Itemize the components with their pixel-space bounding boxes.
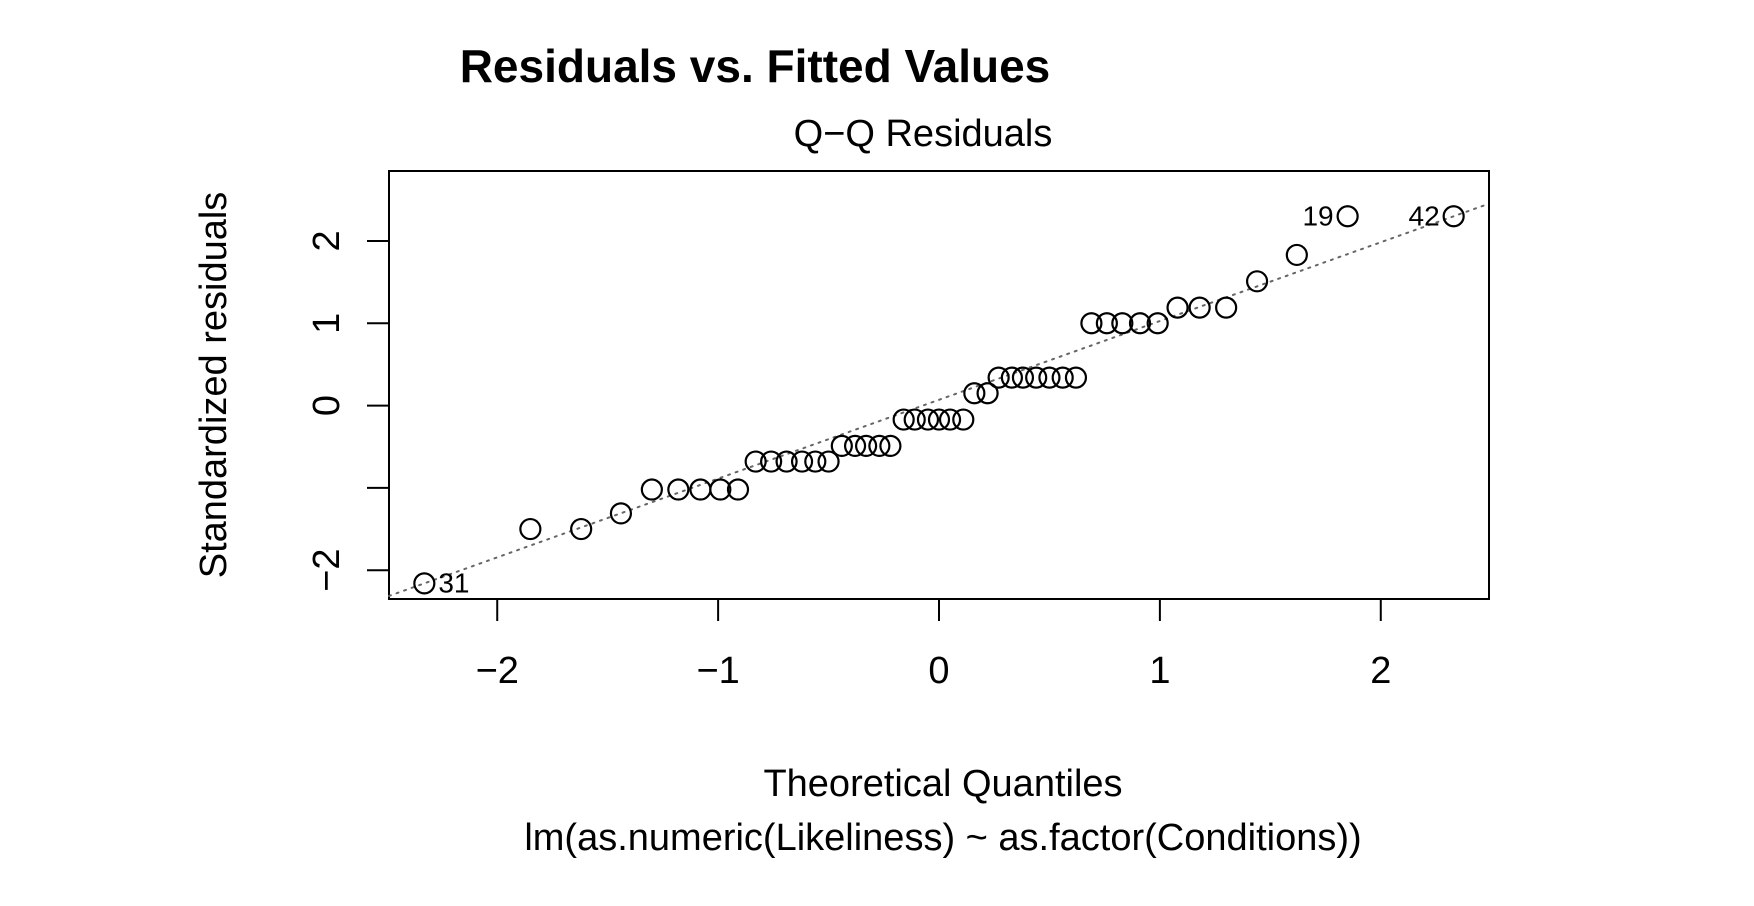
x-tick-label: 2 bbox=[1370, 650, 1391, 692]
model-caption: lm(as.numeric(Likeliness) ~ as.factor(Co… bbox=[524, 817, 1361, 859]
data-point bbox=[640, 478, 663, 501]
plot-frame bbox=[388, 170, 1490, 600]
data-point bbox=[1038, 366, 1061, 389]
data-point bbox=[843, 434, 867, 458]
y-axis: −2 0 1 2 bbox=[306, 230, 390, 592]
data-point bbox=[1095, 312, 1118, 335]
data-point bbox=[987, 366, 1010, 389]
data-point bbox=[1146, 312, 1169, 335]
data-point bbox=[1111, 312, 1134, 335]
x-tick-label: 1 bbox=[1149, 650, 1170, 692]
data-point bbox=[938, 408, 962, 431]
data-point bbox=[760, 450, 783, 473]
y-tick-label: 1 bbox=[306, 313, 348, 334]
point-label: 19 bbox=[1302, 200, 1333, 231]
point-label: 31 bbox=[438, 567, 469, 598]
data-point bbox=[413, 572, 436, 595]
data-point bbox=[1064, 366, 1088, 389]
data-point bbox=[1188, 296, 1211, 319]
data-point bbox=[976, 382, 999, 405]
data-point bbox=[1442, 205, 1465, 228]
data-point bbox=[879, 434, 902, 458]
data-point bbox=[952, 408, 975, 431]
data-point bbox=[744, 450, 767, 473]
reference-line-group bbox=[388, 202, 1490, 597]
data-points bbox=[413, 205, 1465, 595]
data-point bbox=[963, 382, 986, 405]
data-point bbox=[709, 478, 732, 501]
data-point bbox=[1336, 205, 1359, 228]
qq-reference-line bbox=[388, 202, 1490, 597]
y-tick-label: 0 bbox=[306, 395, 348, 416]
data-point bbox=[1011, 366, 1035, 389]
chart-subtitle: Q−Q Residuals bbox=[794, 113, 1053, 155]
y-tick-label: 2 bbox=[306, 230, 348, 251]
x-axis-label: Theoretical Quantiles bbox=[763, 763, 1122, 805]
data-point bbox=[667, 478, 690, 501]
x-tick-label: 0 bbox=[928, 650, 949, 692]
data-point bbox=[790, 450, 814, 473]
data-point bbox=[830, 434, 853, 458]
data-point bbox=[1285, 243, 1308, 267]
data-point bbox=[1245, 270, 1269, 293]
chart-title: Residuals vs. Fitted Values bbox=[460, 40, 1051, 92]
x-tick-label: −2 bbox=[476, 650, 519, 692]
data-point bbox=[775, 450, 798, 473]
data-point bbox=[1128, 312, 1152, 335]
data-point bbox=[916, 408, 940, 431]
data-point bbox=[1215, 296, 1238, 319]
y-axis-label: Standardized residuals bbox=[193, 192, 235, 579]
data-point bbox=[1025, 366, 1048, 389]
data-point bbox=[903, 408, 926, 431]
x-axis: −2 −1 0 1 2 bbox=[476, 598, 1391, 692]
data-point bbox=[817, 450, 840, 473]
data-point bbox=[868, 434, 891, 458]
data-point bbox=[1000, 366, 1023, 389]
data-point bbox=[927, 408, 951, 431]
data-point bbox=[892, 408, 915, 431]
y-tick-label: −2 bbox=[306, 549, 348, 592]
data-point bbox=[1166, 296, 1189, 319]
data-point bbox=[570, 517, 593, 541]
point-labels: 31 19 42 bbox=[438, 200, 1439, 598]
data-point bbox=[855, 434, 878, 458]
data-point bbox=[519, 517, 542, 541]
data-point bbox=[1051, 366, 1074, 389]
data-point bbox=[726, 478, 750, 501]
data-point bbox=[804, 450, 827, 473]
point-label: 42 bbox=[1409, 200, 1440, 231]
x-tick-label: −1 bbox=[696, 650, 739, 692]
data-point bbox=[689, 478, 712, 501]
data-point bbox=[1080, 312, 1103, 335]
data-point bbox=[609, 502, 633, 525]
